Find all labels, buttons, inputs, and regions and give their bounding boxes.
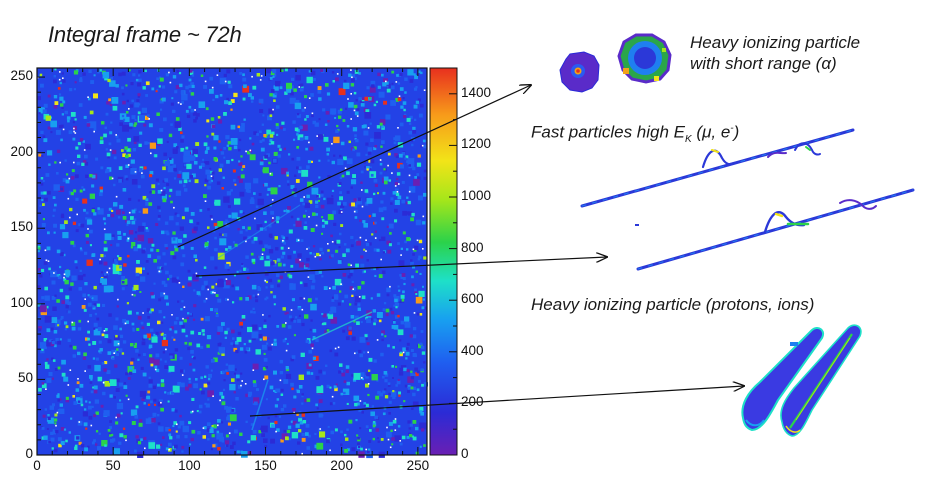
colorbar-tick-label: 200 [461, 394, 484, 410]
fast-label-subscript: K [685, 134, 692, 146]
alpha-label: Heavy ionizing particle with short range… [690, 32, 860, 74]
y-tick-label: 250 [10, 68, 33, 84]
y-tick-label: 150 [10, 219, 33, 235]
colorbar [429, 67, 458, 456]
x-tick-label: 200 [330, 458, 353, 473]
heavy-ion-track-left [741, 327, 824, 432]
colorbar-tick-label: 1000 [461, 188, 492, 203]
fast-label-end: ) [733, 122, 740, 142]
x-tick-label: 100 [178, 458, 201, 473]
fast-label-prefix: Fast particles high E [531, 122, 686, 142]
arrow-to-alpha [177, 85, 531, 248]
colorbar-border [429, 67, 458, 456]
alpha-cluster-large [617, 33, 672, 84]
x-tick-label: 250 [406, 458, 430, 473]
x-tick-label: 50 [105, 458, 121, 473]
colorbar-tick-label: 0 [461, 446, 469, 461]
fast-particles-label: Fast particles high EK (μ, e-) [531, 118, 739, 150]
x-tick-label: 0 [33, 458, 41, 473]
axis-tick-marks [36, 68, 419, 456]
fast-particle-track-upper [580, 128, 855, 208]
colorbar-tick-label: 400 [461, 342, 484, 358]
y-tick-label: 100 [10, 294, 33, 310]
fast-label-suffix: (μ, e [691, 122, 731, 142]
fast-label-superscript: - [730, 123, 734, 134]
colorbar-tick-label: 1200 [461, 136, 492, 152]
alpha-label-line1: Heavy ionizing particle [690, 33, 861, 52]
alpha-label-line2: with short range (α) [690, 54, 837, 73]
colorbar-tick-label: 800 [461, 239, 484, 255]
figure-title: Integral frame ~ 72h [48, 22, 242, 47]
arrow-to-heavy-ions [249, 386, 744, 417]
arrow-to-fast-particles [195, 257, 607, 277]
heatmap-border [36, 67, 428, 456]
y-tick-label: 0 [25, 446, 33, 461]
heavy-ion-track-right [780, 324, 862, 437]
heatmap-frame [36, 67, 428, 459]
fast-particle-track-lower [635, 188, 915, 271]
colorbar-tick-label: 1400 [461, 84, 492, 100]
colorbar-gradient [430, 68, 457, 455]
heavy-ions-label: Heavy ionizing particle (protons, ions) [531, 295, 815, 314]
y-tick-label: 50 [17, 370, 33, 386]
y-tick-label: 200 [10, 143, 33, 159]
colorbar-tick-label: 600 [461, 291, 484, 307]
x-tick-label: 150 [254, 458, 277, 473]
alpha-cluster-small [559, 51, 600, 93]
